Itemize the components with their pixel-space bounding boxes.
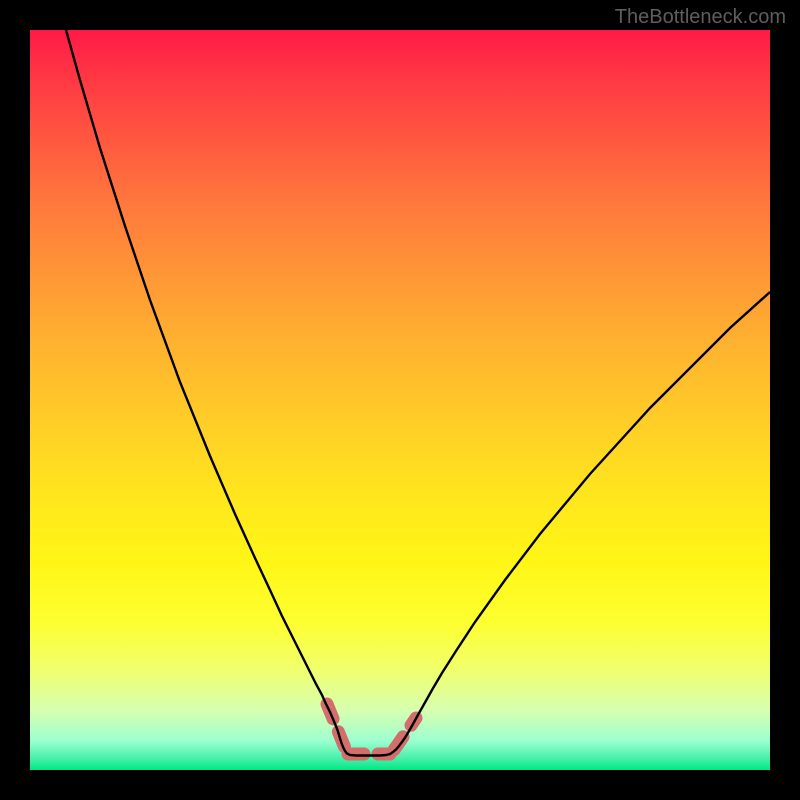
bottleneck-curve — [66, 30, 770, 756]
chart-svg — [30, 30, 770, 770]
trough-markers — [327, 704, 416, 754]
plot-area — [30, 30, 770, 770]
watermark-text: TheBottleneck.com — [615, 6, 786, 29]
